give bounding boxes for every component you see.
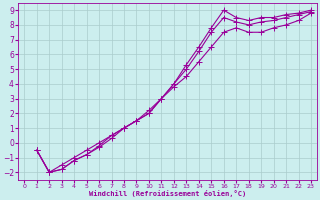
- X-axis label: Windchill (Refroidissement éolien,°C): Windchill (Refroidissement éolien,°C): [89, 190, 246, 197]
